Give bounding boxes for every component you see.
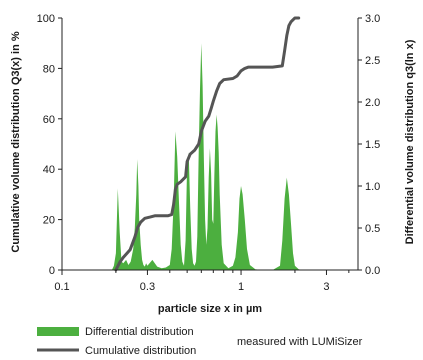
x-axis-title: particle size x in µm: [158, 303, 262, 315]
left-y-tick-label: 20: [43, 215, 55, 227]
right-y-axis-title: Differential volume distribution q3(ln x…: [404, 39, 416, 244]
annotation-measured-with: measured with LUMiSizer: [237, 336, 363, 348]
left-y-tick-label: 80: [43, 63, 55, 75]
differential-distribution-area: [111, 43, 303, 271]
x-tick-label: 0.3: [140, 281, 155, 293]
plot-layer: [111, 16, 303, 272]
right-y-tick-label: 2.5: [365, 55, 380, 67]
legend-swatch-differential: [37, 327, 79, 336]
right-y-tick-label: 2.0: [365, 97, 380, 109]
left-y-tick-label: 60: [43, 114, 55, 126]
left-y-axis-title: Cumulative volume distribution Q3(x) in …: [10, 31, 22, 252]
left-y-tick-label: 40: [43, 164, 55, 176]
legend-label-cumulative: Cumulative distribution: [85, 345, 196, 357]
x-tick-label: 1: [238, 281, 244, 293]
right-y-tick-label: 1.5: [365, 139, 380, 151]
x-tick-label: 0.1: [54, 281, 69, 293]
legend: Differential distribution Cumulative dis…: [37, 326, 196, 357]
right-y-tick-label: 0.0: [365, 265, 380, 277]
axes-layer: 0 20 40 60 80 100 0.0 0.5 1.0 1.5 2.0 2.5 3.0 0.1 0.3 1…: [37, 13, 381, 293]
right-y-tick-label: 0.5: [365, 223, 380, 235]
right-y-tick-label: 3.0: [365, 13, 380, 25]
left-y-tick-label: 0: [49, 265, 55, 277]
legend-label-differential: Differential distribution: [85, 326, 194, 338]
left-y-tick-label: 100: [37, 13, 55, 25]
x-tick-label: 3: [323, 281, 329, 293]
cumulative-distribution-line: [114, 16, 301, 272]
right-y-tick-label: 1.0: [365, 181, 380, 193]
